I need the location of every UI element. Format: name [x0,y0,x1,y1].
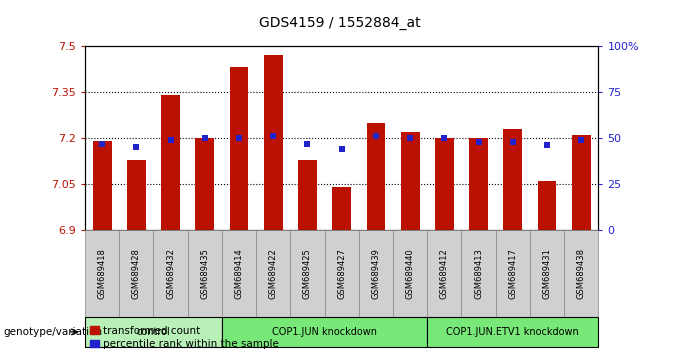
Bar [469,138,488,230]
Text: GSM689428: GSM689428 [132,248,141,299]
Text: GSM689427: GSM689427 [337,248,346,299]
Bar [538,181,556,230]
Text: GSM689417: GSM689417 [509,248,517,299]
Bar [92,141,112,230]
Bar [503,129,522,230]
Bar [572,135,591,230]
Text: GSM689435: GSM689435 [201,248,209,299]
Text: GSM689422: GSM689422 [269,248,277,299]
Bar [298,160,317,230]
Bar [435,138,454,230]
Text: COP1.JUN.ETV1 knockdown: COP1.JUN.ETV1 knockdown [447,327,579,337]
Bar [333,187,351,230]
Text: GSM689425: GSM689425 [303,248,312,299]
Text: GSM689432: GSM689432 [166,248,175,299]
Text: GSM689431: GSM689431 [543,248,551,299]
Text: GSM689440: GSM689440 [406,248,415,299]
Text: GSM689412: GSM689412 [440,248,449,299]
Legend: transformed count, percentile rank within the sample: transformed count, percentile rank withi… [90,326,279,349]
Bar [127,160,146,230]
Text: GSM689413: GSM689413 [474,248,483,299]
Bar [161,95,180,230]
Bar [367,123,386,230]
Text: GSM689418: GSM689418 [98,248,107,299]
Bar [401,132,420,230]
Text: GSM689438: GSM689438 [577,248,585,299]
Bar [264,55,283,230]
Text: GSM689414: GSM689414 [235,248,243,299]
Bar [195,138,214,230]
Text: genotype/variation: genotype/variation [3,327,103,337]
Text: control: control [137,327,170,337]
Text: GSM689439: GSM689439 [371,248,380,299]
Text: COP1.JUN knockdown: COP1.JUN knockdown [272,327,377,337]
Bar [230,68,248,230]
Text: GDS4159 / 1552884_at: GDS4159 / 1552884_at [259,16,421,30]
